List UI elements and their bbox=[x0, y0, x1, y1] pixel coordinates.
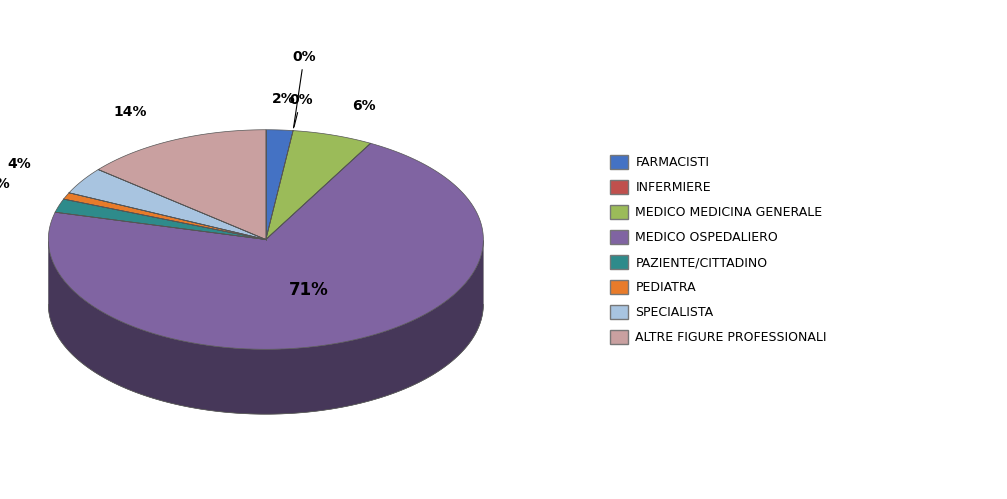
Text: 4%: 4% bbox=[7, 157, 31, 171]
Text: 0%: 0% bbox=[292, 50, 316, 128]
Polygon shape bbox=[48, 241, 483, 414]
Polygon shape bbox=[48, 143, 483, 349]
Polygon shape bbox=[69, 170, 266, 240]
Polygon shape bbox=[63, 193, 266, 240]
Legend: FARMACISTI, INFERMIERE, MEDICO MEDICINA GENERALE, MEDICO OSPEDALIERO, PAZIENTE/C: FARMACISTI, INFERMIERE, MEDICO MEDICINA … bbox=[610, 155, 827, 344]
Text: 2%: 2% bbox=[0, 189, 1, 203]
Text: 14%: 14% bbox=[114, 105, 147, 119]
Text: 0%: 0% bbox=[289, 93, 312, 127]
Text: 2%: 2% bbox=[272, 92, 295, 106]
Polygon shape bbox=[55, 199, 266, 240]
Polygon shape bbox=[266, 131, 371, 240]
Text: 6%: 6% bbox=[351, 99, 376, 113]
Text: 1%: 1% bbox=[0, 177, 10, 191]
Polygon shape bbox=[266, 130, 293, 240]
Polygon shape bbox=[99, 130, 266, 240]
Text: 71%: 71% bbox=[289, 281, 329, 299]
